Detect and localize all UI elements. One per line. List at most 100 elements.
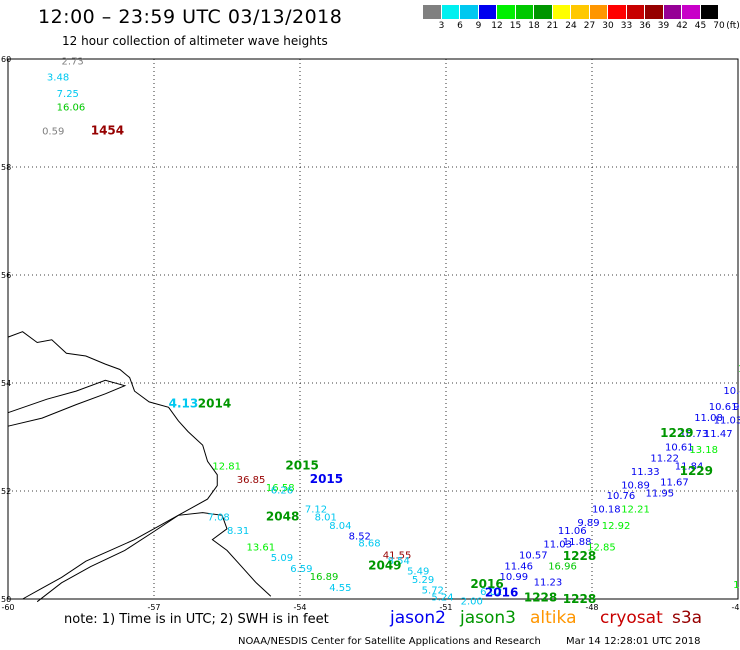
satellite-legend-jason2: jason2 <box>390 608 446 628</box>
map-frame <box>7 58 739 600</box>
wave-height-label: 14 <box>733 580 740 591</box>
wave-height-label: 12.92 <box>602 521 631 532</box>
lon-tick-label: -60 <box>1 603 14 612</box>
newfoundland-coastline <box>36 512 272 603</box>
wave-height-label: 11.22 <box>650 453 679 464</box>
color-legend-label: 24 <box>565 21 577 31</box>
pass-time-label: 2016 <box>470 577 503 591</box>
color-legend-label: 6 <box>457 21 463 31</box>
color-swatch <box>552 5 571 19</box>
color-swatch <box>626 5 645 19</box>
wave-height-label: 0.59 <box>42 127 64 138</box>
wave-height-label: 36.85 <box>237 475 266 486</box>
wave-height-label: 2.73 <box>62 56 84 67</box>
wave-height-label: 6.59 <box>290 564 312 575</box>
color-swatch <box>441 5 460 19</box>
wave-height-label: 12.85 <box>587 542 616 553</box>
pass-time-label: 1228 <box>524 591 557 605</box>
color-swatch <box>682 5 701 19</box>
wave-height-label: 11.23 <box>534 578 563 589</box>
color-legend-label: 42 <box>676 21 688 31</box>
wave-height-label: 10.99 <box>500 572 529 583</box>
color-swatch <box>497 5 516 19</box>
wave-height-label: 16.58 <box>266 483 295 494</box>
color-legend-label: 21 <box>546 21 559 31</box>
pass-time-label: 2048 <box>266 510 299 524</box>
color-swatch <box>700 5 719 19</box>
wave-height-label: 10.43 <box>723 386 740 397</box>
wave-height-label: 13.61 <box>246 542 275 553</box>
color-legend-label: 39 <box>657 21 670 31</box>
wave-height-label: 5.72 <box>422 586 444 597</box>
wave-height-label: 8.52 <box>349 532 371 543</box>
color-legend-unit: (ft) <box>726 21 740 31</box>
lat-tick-label: 60 <box>1 55 11 64</box>
pass-time-label: 2015 <box>285 458 318 472</box>
lat-tick-label: 58 <box>1 163 11 172</box>
wave-height-label: 9.47 <box>733 402 740 413</box>
wave-height-label: 5.29 <box>412 575 434 586</box>
color-swatch <box>571 5 590 19</box>
lat-tick-label: 54 <box>1 379 11 388</box>
lon-tick-label: -51 <box>439 603 452 612</box>
wave-height-label: 11.46 <box>504 561 533 572</box>
color-legend-label: 45 <box>694 21 707 31</box>
wave-height-label: 11.06 <box>558 526 587 537</box>
color-legend-label: 12 <box>491 21 503 31</box>
wave-height-label: 10.18 <box>592 505 621 516</box>
wave-height-label: 10.57 <box>519 551 548 562</box>
lat-tick-label: 50 <box>1 595 11 604</box>
satellite-legend-altika: altika <box>530 608 577 628</box>
color-swatch <box>460 5 479 19</box>
pass-time-label: 1454 <box>91 124 124 138</box>
wave-height-label: 7.12 <box>305 505 327 516</box>
color-swatch <box>534 5 553 19</box>
wave-height-label: 41.55 <box>383 551 412 562</box>
timestamp-text: Mar 14 12:28:01 UTC 2018 <box>566 636 701 647</box>
pass-time-label: 1229 <box>680 464 713 478</box>
page-title: 12:00 – 23:59 UTC 03/13/2018 <box>38 6 343 28</box>
wave-height-label: 13.18 <box>689 445 718 456</box>
color-swatch <box>663 5 682 19</box>
color-swatch <box>589 5 608 19</box>
wave-height-label: 12.83 <box>738 364 740 375</box>
color-legend-label: 70 <box>713 21 725 31</box>
wave-height-label: 16.06 <box>57 102 86 113</box>
pass-time-label: 2049 <box>368 558 401 572</box>
color-legend-label: 18 <box>528 21 540 31</box>
color-swatch <box>645 5 664 19</box>
satellite-legend-cryosat: cryosat <box>600 608 663 628</box>
wave-height-label: 8.68 <box>358 539 380 550</box>
wave-height-label: 11.95 <box>646 488 675 499</box>
wave-height-label: 6.02 <box>480 587 502 598</box>
color-legend-label: 30 <box>602 21 614 31</box>
wave-height-label: 7.25 <box>57 89 79 100</box>
lat-tick-label: 52 <box>1 487 11 496</box>
lat-tick-label: 56 <box>1 271 11 280</box>
color-swatch <box>478 5 497 19</box>
wave-height-label: 10.61 <box>709 402 738 413</box>
satellite-legend-s3a: s3a <box>672 608 703 628</box>
wave-height-label: 16.89 <box>310 572 339 583</box>
credit-text: NOAA/NESDIS Center for Satellite Applica… <box>238 636 541 647</box>
lon-tick-label: -57 <box>147 603 160 612</box>
pass-time-label: 2014 <box>198 396 231 410</box>
wave-height-label: 5.49 <box>407 567 429 578</box>
color-legend-label: 9 <box>475 21 482 31</box>
lake-melville-outline <box>7 379 127 427</box>
wave-height-label: 5.24 <box>431 593 453 604</box>
wave-height-label: 12.81 <box>212 461 241 472</box>
color-swatch <box>515 5 534 19</box>
wave-height-label: 8.01 <box>315 513 337 524</box>
lon-tick-label: -54 <box>293 603 306 612</box>
wave-height-label: 2.00 <box>461 596 483 607</box>
wave-height-label: 11.33 <box>631 467 660 478</box>
pass-time-label: 1229 <box>660 426 693 440</box>
wave-height-label: 4.55 <box>329 583 351 594</box>
wave-height-label: 9.89 <box>577 518 599 529</box>
color-legend-label: 36 <box>639 21 651 31</box>
wave-height-label: 6.26 <box>271 486 293 497</box>
pass-time-label: 1228 <box>563 549 596 563</box>
color-legend-label: 27 <box>583 21 596 31</box>
color-swatch <box>608 5 627 19</box>
